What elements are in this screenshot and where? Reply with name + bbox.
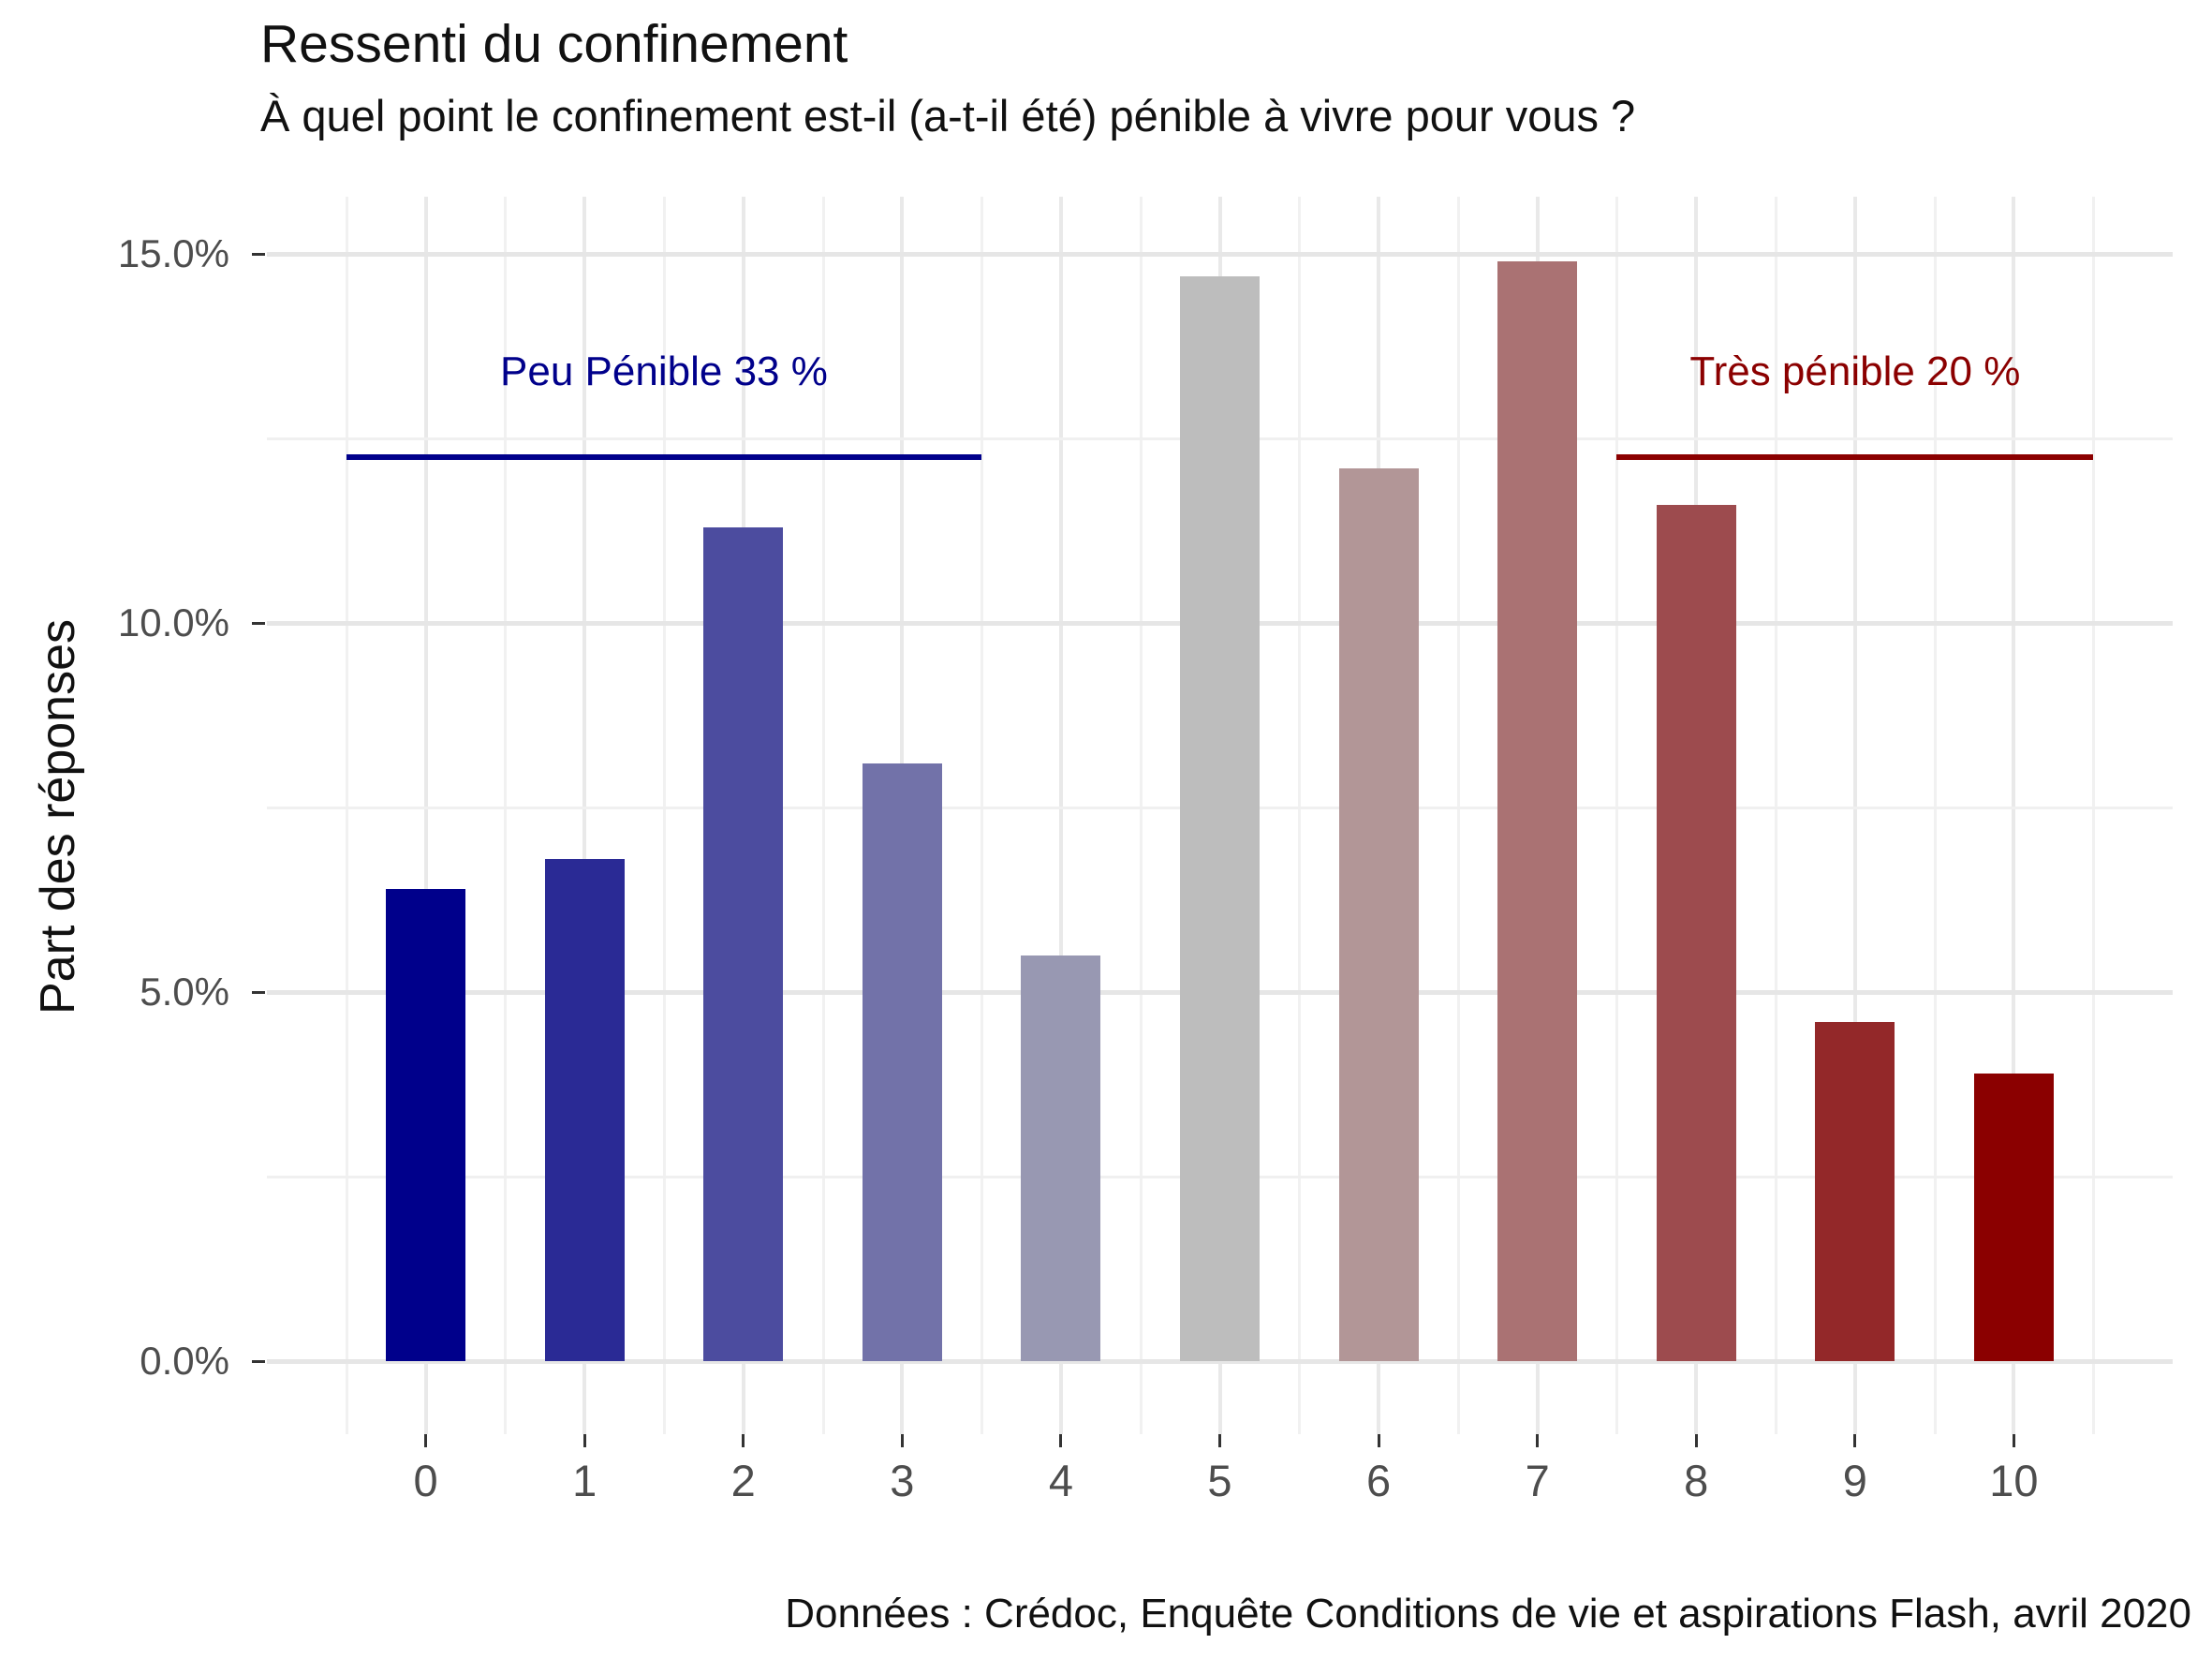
x-axis-tick xyxy=(424,1434,428,1447)
x-axis-label: 0 xyxy=(413,1456,438,1505)
x-axis-tick xyxy=(582,1434,586,1447)
gridline-vertical-minor xyxy=(1933,197,1937,1434)
bar-category-10 xyxy=(1973,1073,2054,1361)
y-axis-tick xyxy=(252,1359,265,1363)
x-axis-label: 10 xyxy=(1989,1456,2039,1505)
data-source-caption: Données : Crédoc, Enquête Conditions de … xyxy=(785,1591,2191,1637)
x-axis-label: 8 xyxy=(1684,1456,1709,1505)
gridline-vertical-major xyxy=(1852,197,1857,1434)
y-axis-tick xyxy=(252,990,265,994)
y-axis-label: 5.0% xyxy=(140,970,229,1014)
gridline-vertical-minor xyxy=(1139,197,1143,1434)
x-axis-tick xyxy=(1694,1434,1698,1447)
gridline-vertical-minor xyxy=(981,197,984,1434)
bar-category-0 xyxy=(386,888,466,1361)
gridline-vertical-major xyxy=(423,197,428,1434)
x-axis-label: 2 xyxy=(730,1456,756,1505)
gridline-vertical-major xyxy=(1058,197,1063,1434)
y-axis-label: 0.0% xyxy=(140,1339,229,1383)
x-axis-tick xyxy=(1218,1434,1221,1447)
bar-category-9 xyxy=(1815,1021,1895,1361)
bar-category-6 xyxy=(1338,467,1419,1361)
gridline-horizontal-major xyxy=(267,252,2173,257)
x-axis-tick xyxy=(900,1434,904,1447)
gridline-horizontal-major xyxy=(267,1359,2173,1364)
x-axis-tick xyxy=(742,1434,745,1447)
x-axis-tick xyxy=(2012,1434,2015,1447)
x-axis-tick xyxy=(1377,1434,1380,1447)
x-axis-label: 4 xyxy=(1048,1456,1073,1505)
x-axis-label: 6 xyxy=(1366,1456,1392,1505)
y-axis-title: Part des réponses xyxy=(31,618,85,1015)
x-axis-label: 3 xyxy=(890,1456,915,1505)
gridline-vertical-minor xyxy=(1456,197,1460,1434)
gridline-vertical-minor xyxy=(2092,197,2096,1434)
x-axis-label: 9 xyxy=(1842,1456,1867,1505)
annotation-label-0: Peu Pénible 33 % xyxy=(500,348,828,395)
gridline-vertical-minor xyxy=(1298,197,1302,1434)
bar-category-7 xyxy=(1497,260,1578,1361)
gridline-vertical-minor xyxy=(345,197,348,1434)
x-axis-label: 5 xyxy=(1207,1456,1232,1505)
bar-category-8 xyxy=(1656,504,1736,1361)
y-axis-label: 10.0% xyxy=(117,600,229,644)
annotation-label-1: Très pénible 20 % xyxy=(1689,348,2021,395)
chart-subtitle: À quel point le confinement est-il (a-t-… xyxy=(260,91,1636,141)
bar-category-3 xyxy=(862,763,942,1361)
bar-category-4 xyxy=(1021,955,1101,1361)
gridline-vertical-major xyxy=(582,197,587,1434)
gridline-vertical-minor xyxy=(821,197,825,1434)
annotation-segment-1 xyxy=(1616,453,2094,460)
gridline-vertical-minor xyxy=(1615,197,1619,1434)
bar-category-2 xyxy=(703,526,784,1361)
y-axis-label: 15.0% xyxy=(117,231,229,275)
gridline-vertical-minor xyxy=(662,197,666,1434)
x-axis-tick xyxy=(1853,1434,1857,1447)
annotation-segment-0 xyxy=(346,453,982,460)
x-axis-tick xyxy=(1536,1434,1540,1447)
gridline-vertical-minor xyxy=(504,197,508,1434)
y-axis-tick xyxy=(252,252,265,256)
x-axis-label: 7 xyxy=(1525,1456,1550,1505)
x-axis-tick xyxy=(1059,1434,1063,1447)
gridline-vertical-minor xyxy=(1775,197,1778,1434)
bar-category-1 xyxy=(544,859,625,1361)
bar-category-5 xyxy=(1180,275,1260,1361)
gridline-vertical-major xyxy=(2012,197,2016,1434)
chart-title: Ressenti du confinement xyxy=(260,14,848,74)
y-axis-tick xyxy=(252,621,265,625)
x-axis-label: 1 xyxy=(572,1456,597,1505)
